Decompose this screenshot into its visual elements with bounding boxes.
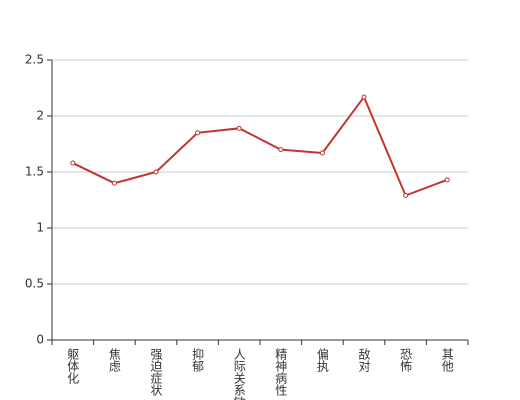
line — [72, 94, 448, 197]
point — [403, 193, 409, 199]
x-tick-label: 偏执 — [315, 347, 329, 373]
x-tick-label: 精神病性 — [274, 348, 288, 397]
point — [153, 169, 159, 175]
x-tick-label: 焦虑 — [107, 348, 121, 372]
x-tick-label: 抑郁 — [191, 347, 205, 373]
x-tick-label: 其他 — [440, 348, 454, 372]
y-tick-label: 2 — [36, 109, 44, 123]
point — [444, 177, 450, 183]
y-tick-label: 0 — [36, 333, 44, 347]
y-tick-label: 1.5 — [25, 165, 44, 179]
point — [195, 130, 201, 136]
y-tick-label: 0.5 — [25, 277, 44, 291]
y-tick-label: 2.5 — [25, 53, 44, 67]
x-tick-label: 敌对 — [357, 347, 371, 372]
point — [361, 94, 367, 100]
y-tick-label: 1 — [36, 221, 44, 235]
x-tick-label: 恐怖 — [399, 348, 413, 372]
point — [278, 147, 284, 153]
point — [70, 160, 76, 166]
x-tick-label: 躯体化 — [66, 347, 80, 385]
x-tick-label: 强迫症状 — [149, 348, 163, 396]
point — [236, 125, 242, 131]
point — [111, 180, 117, 186]
x-tick-label: 人际关系敏感 — [232, 348, 246, 400]
point — [319, 150, 325, 156]
